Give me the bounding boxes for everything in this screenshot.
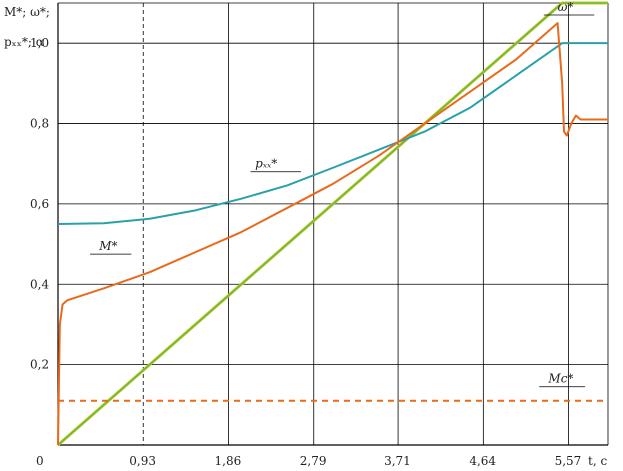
x-axis-label: t, c xyxy=(588,454,607,468)
chart-curve-labels: M*pₓₓ*αω*Mс* xyxy=(90,0,595,388)
y-axis-label-line2: pₓₓ*; α xyxy=(4,35,44,49)
x-tick-label: 0 xyxy=(36,454,44,468)
x-tick-label: 5,57 xyxy=(555,454,582,468)
y-tick-label: 0,4 xyxy=(30,277,49,291)
y-tick-label: 0,6 xyxy=(30,197,49,211)
series-line xyxy=(57,2,608,446)
x-tick-label: 1,86 xyxy=(215,454,242,468)
y-tick-label: 0,8 xyxy=(30,117,49,131)
curve-label: pₓₓ* xyxy=(255,157,277,171)
series-line xyxy=(57,42,608,225)
chart-grid xyxy=(58,2,609,445)
x-tick-label: 4,64 xyxy=(469,454,496,468)
curve-label: ω* xyxy=(558,0,574,14)
chart-tick-labels: 0 0,93 1,86 2,79 3,71 4,64 5,57 0,2 0,4 0,6 0,8 1,0 xyxy=(30,36,581,468)
series-line xyxy=(57,22,608,446)
x-tick-label: 0,93 xyxy=(129,454,156,468)
y-axis-label-line1: M*; ω*; xyxy=(4,5,50,19)
y-tick-label: 0,2 xyxy=(30,358,49,372)
curve-label: Mс* xyxy=(547,372,573,386)
y-tick-label: 1,0 xyxy=(30,36,49,50)
chart-series xyxy=(57,1,608,447)
curve-label: M* xyxy=(98,239,117,253)
x-tick-label: 3,71 xyxy=(384,454,411,468)
x-tick-label: 2,79 xyxy=(300,454,327,468)
